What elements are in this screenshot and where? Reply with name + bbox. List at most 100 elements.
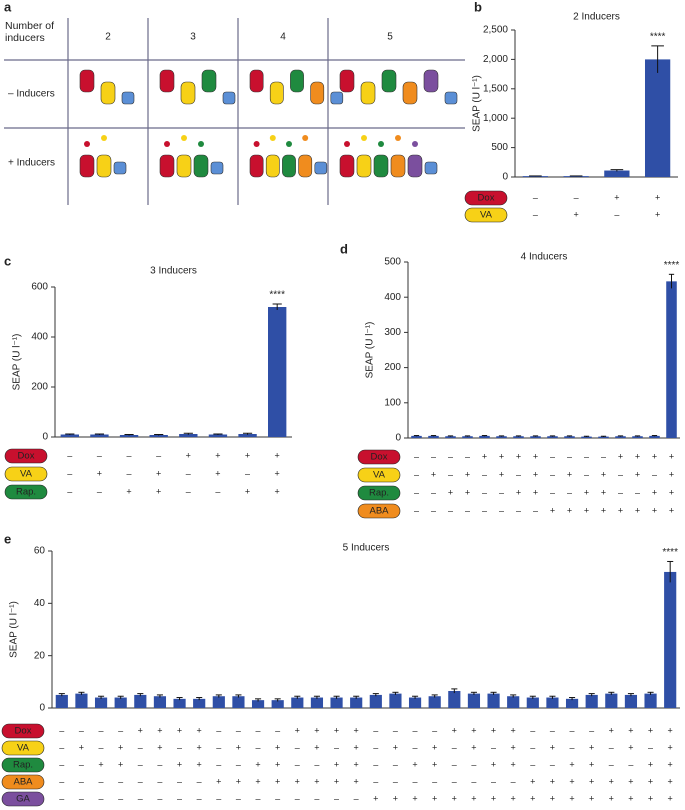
inducer-sign: – (99, 776, 104, 786)
inducer-sign: + (255, 776, 260, 786)
inducer-sign: – (465, 505, 470, 515)
bar (94, 697, 108, 708)
bar (615, 436, 626, 438)
inducer-sign: – (67, 450, 72, 460)
inducer-sign: + (652, 451, 657, 461)
protein-shape (79, 69, 95, 93)
protein-shape (96, 154, 112, 178)
inducer-sign: – (550, 725, 555, 735)
inducer-sign: + (648, 776, 653, 786)
bar (411, 435, 422, 438)
inducer-sign: – (138, 742, 143, 752)
protein-shape (360, 81, 376, 105)
inducer-sign: – (157, 793, 162, 803)
inducer-sign: + (668, 759, 673, 769)
protein-shape (159, 154, 175, 178)
row-label: – Inducers (8, 89, 55, 100)
bar (119, 435, 139, 437)
inducer-sign: – (614, 209, 619, 219)
inducer-sign: + (589, 776, 594, 786)
protein-shape (249, 69, 264, 93)
inducer-sign: – (432, 776, 437, 786)
bar (530, 436, 541, 438)
inducer-pill (464, 207, 508, 223)
panel-letter: a (4, 0, 12, 14)
inducer-sign: + (628, 742, 633, 752)
bar (666, 281, 677, 438)
y-axis-label: SEAP (U l⁻¹) (9, 601, 20, 658)
bar (428, 696, 441, 708)
inducer-sign: + (177, 725, 182, 735)
bar (644, 693, 657, 708)
y-tick-label: 400 (31, 332, 48, 343)
inducer-pill (464, 190, 508, 206)
inducer-shape (164, 141, 170, 147)
inducer-sign: – (413, 742, 418, 752)
inducer-sign: + (354, 759, 359, 769)
inducer-shape (344, 141, 350, 147)
inducer-sign: – (471, 776, 476, 786)
inducer-sign: – (432, 725, 437, 735)
inducer-sign: + (314, 725, 319, 735)
bar (526, 697, 539, 708)
inducer-sign: + (550, 505, 555, 515)
inducer-sign: – (431, 487, 436, 497)
inducer-sign: – (413, 725, 418, 735)
inducer-sign: – (373, 742, 378, 752)
protein-shape (298, 154, 313, 178)
bar (522, 176, 549, 177)
inducer-sign: + (499, 469, 504, 479)
inducer-sign: + (533, 469, 538, 479)
inducer-sign: – (118, 776, 123, 786)
bar (605, 693, 618, 708)
inducer-pill (1, 791, 45, 807)
y-tick-label: 0 (395, 433, 401, 444)
inducer-name: Dox (478, 193, 495, 204)
bar (238, 434, 257, 437)
protein-shape (407, 154, 423, 178)
protein-shape (339, 69, 355, 93)
inducer-sign: – (236, 725, 241, 735)
inducer-pill (357, 485, 401, 501)
inducer-sign: – (601, 451, 606, 461)
inducer-sign: – (652, 469, 657, 479)
inducer-sign: – (373, 759, 378, 769)
bar (271, 700, 284, 708)
inducer-sign: + (432, 793, 437, 803)
inducer-sign: – (216, 725, 221, 735)
inducer-pill (357, 467, 401, 483)
protein-shape (176, 154, 192, 178)
inducer-sign: – (236, 759, 241, 769)
inducer-sign: + (668, 776, 673, 786)
bar (462, 436, 473, 438)
inducer-sign: – (245, 468, 250, 478)
inducer-sign: + (197, 742, 202, 752)
inducer-sign: – (79, 725, 84, 735)
bar (487, 693, 500, 708)
inducer-sign: + (601, 469, 606, 479)
reporter-shape (222, 91, 236, 105)
inducer-sign: + (452, 725, 457, 735)
inducer-sign: – (482, 505, 487, 515)
inducer-sign: + (635, 505, 640, 515)
inducer-sign: + (601, 487, 606, 497)
inducer-sign: + (648, 793, 653, 803)
inducer-sign: + (668, 725, 673, 735)
inducer-sign: – (59, 776, 64, 786)
inducer-sign: + (511, 793, 516, 803)
bar (479, 435, 490, 438)
inducer-sign: – (295, 793, 300, 803)
inducer-pill (1, 757, 45, 773)
protein-shape (356, 154, 372, 178)
inducer-sign: – (530, 742, 535, 752)
inducer-sign: + (275, 776, 280, 786)
inducer-sign: + (609, 725, 614, 735)
inducer-sign: – (97, 486, 102, 496)
inducer-sign: + (569, 759, 574, 769)
inducer-sign: + (275, 450, 280, 460)
inducer-sign: + (533, 487, 538, 497)
inducer-sign: + (589, 742, 594, 752)
inducer-sign: + (635, 451, 640, 461)
chart-title: 5 Inducers (343, 543, 390, 554)
inducer-sign: – (373, 725, 378, 735)
